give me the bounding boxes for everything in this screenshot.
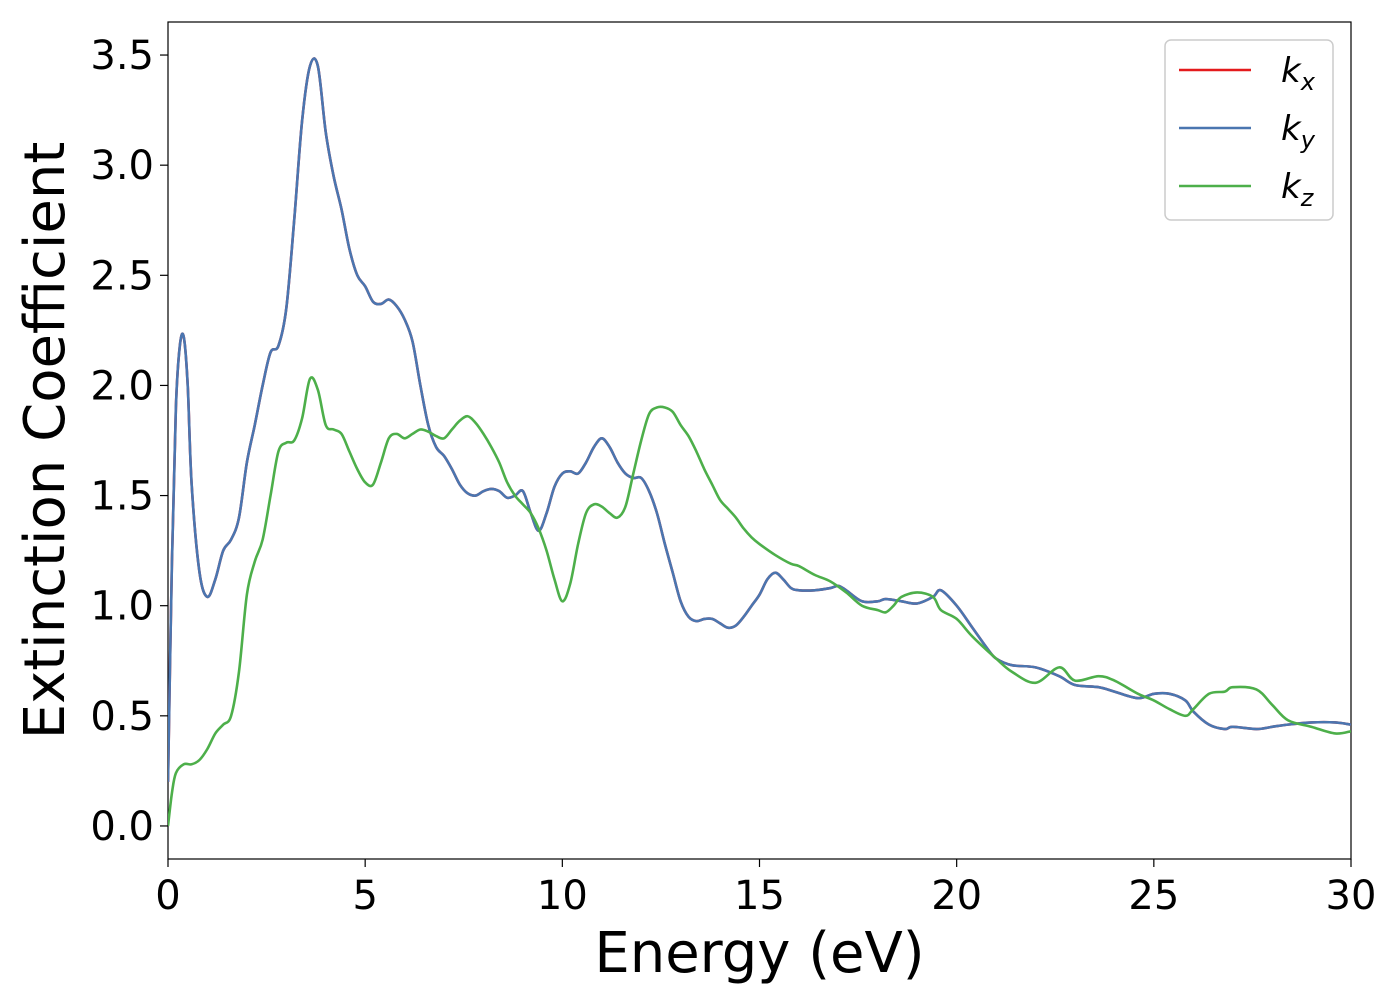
y-tick-label: 0.0: [90, 804, 154, 850]
legend-entry-name: k: [1281, 109, 1302, 149]
legend-entry: ky: [1281, 109, 1316, 154]
y-tick-label: 0.5: [90, 694, 154, 740]
x-axis-label: Energy (eV): [594, 921, 924, 986]
y-tick-label: 1.0: [90, 584, 154, 630]
x-axis: 0 5 10 15 20 25 30: [155, 859, 1376, 919]
y-axis-label: Extinction Coefficient: [13, 142, 78, 740]
x-tick-label: 0: [155, 873, 180, 919]
legend-entry: kx: [1281, 51, 1316, 96]
plot-area: [167, 21, 1352, 860]
x-tick-label: 20: [931, 873, 982, 919]
legend-entry-name: k: [1281, 167, 1302, 207]
y-tick-label: 2.5: [90, 253, 154, 299]
y-tick-label: 2.0: [90, 363, 154, 409]
legend-entry: kz: [1281, 167, 1315, 212]
legend-entry-subscript: z: [1300, 184, 1315, 212]
series-layer: [168, 57, 1351, 827]
x-tick-label: 10: [537, 873, 588, 919]
y-tick-label: 3.0: [90, 143, 154, 189]
legend-entry-subscript: y: [1300, 126, 1316, 154]
legend-entry-subscript: x: [1300, 68, 1316, 96]
x-tick-label: 15: [734, 873, 785, 919]
y-axis: 0.0 0.5 1.0 1.5 2.0 2.5 3.0 3.5: [90, 33, 168, 850]
legend-entry-name: k: [1281, 51, 1302, 91]
y-tick-label: 1.5: [90, 474, 154, 520]
kz-series-line: [168, 376, 1351, 827]
plot-frame: [167, 21, 1352, 860]
legend-box: [1164, 39, 1334, 221]
x-tick-label: 5: [352, 873, 377, 919]
y-tick-label: 3.5: [90, 33, 154, 79]
x-tick-label: 25: [1128, 873, 1179, 919]
x-tick-label: 30: [1326, 873, 1377, 919]
